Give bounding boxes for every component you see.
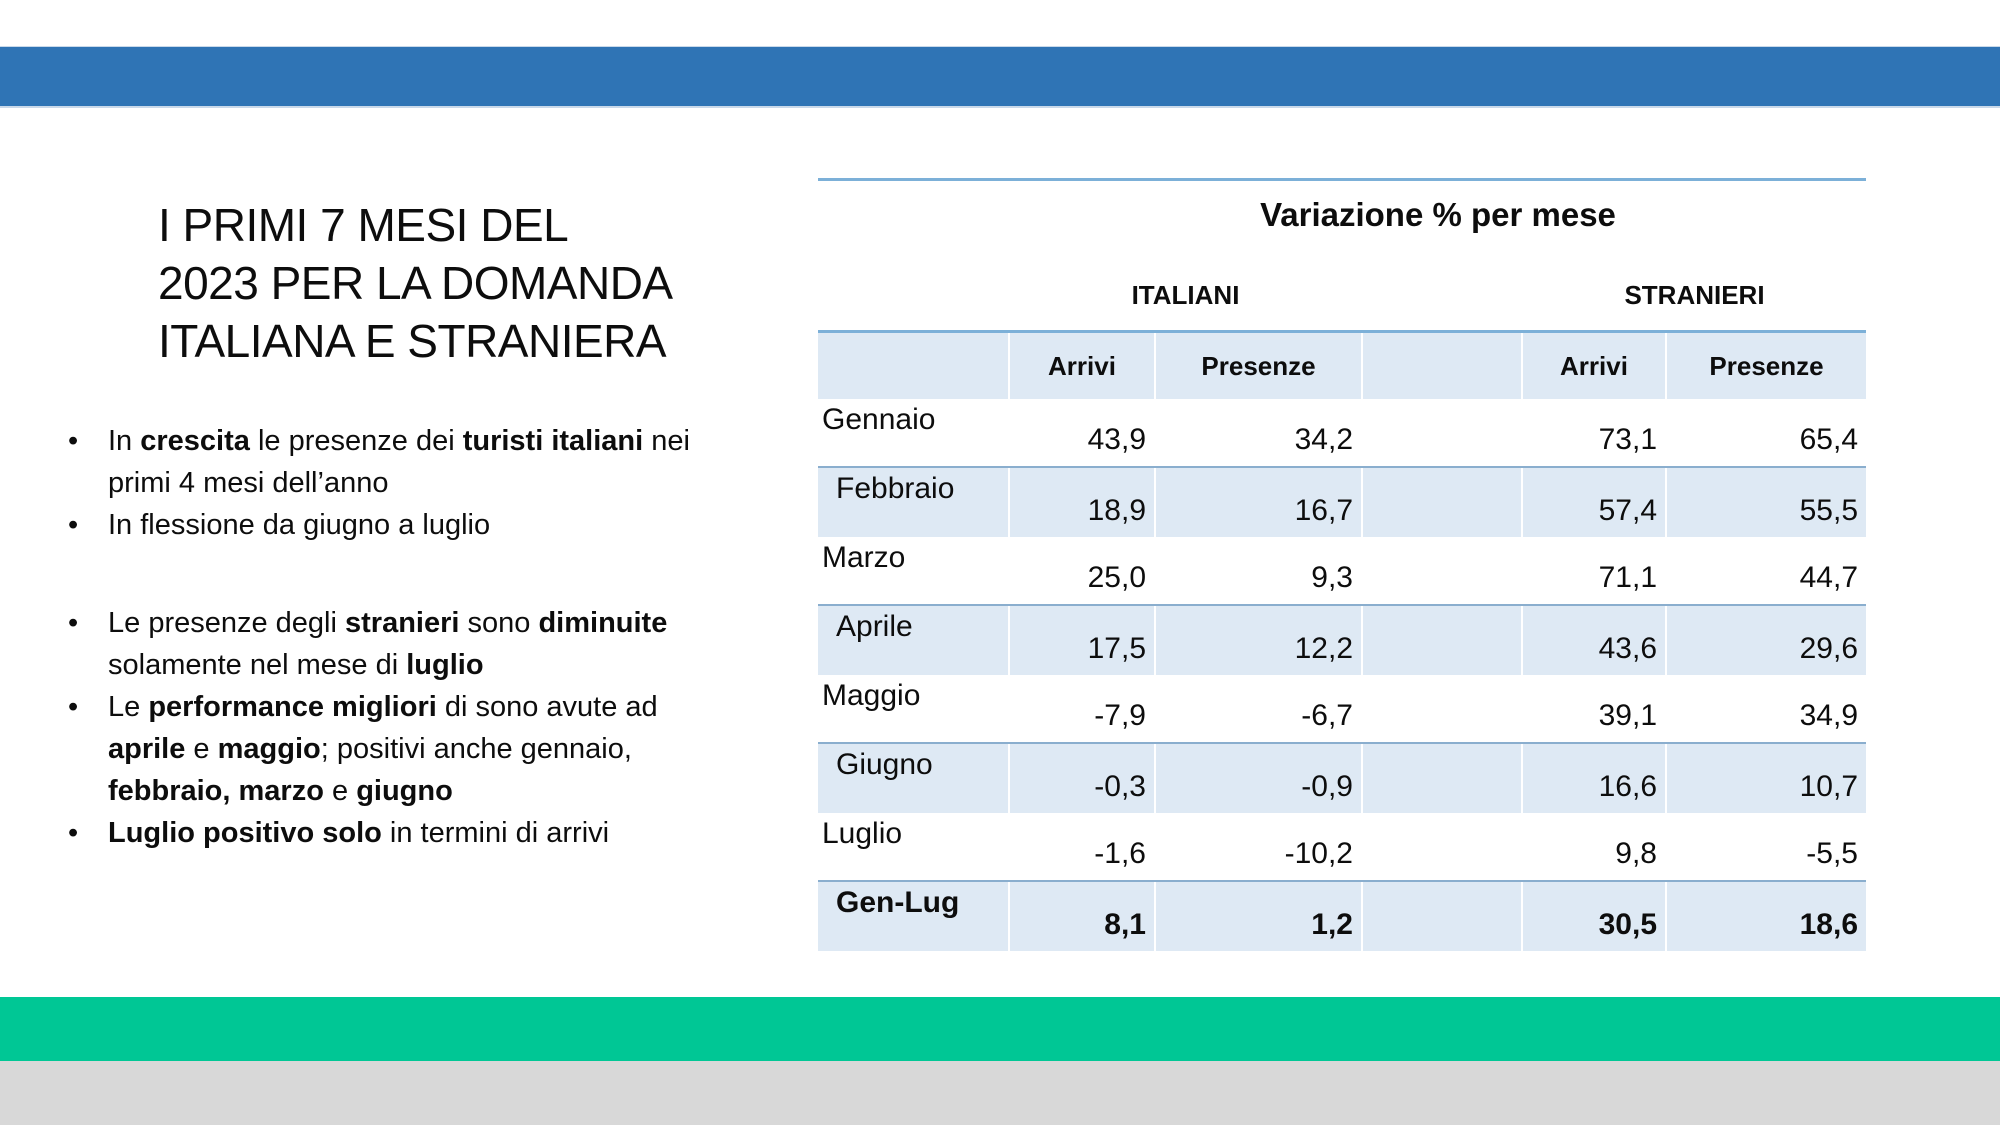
- value-cell: 16,7: [1156, 468, 1361, 537]
- value-cell: 39,1: [1598, 699, 1657, 732]
- group-header-italiani: ITALIANI: [1131, 280, 1240, 310]
- value-cell: 8,1: [1010, 882, 1154, 951]
- value-cell: -0,9: [1156, 744, 1361, 813]
- value-cell: 65,4: [1799, 423, 1858, 456]
- spacer-cell: [1363, 468, 1521, 537]
- bullet-item: In flessione da giugno a luglio: [66, 504, 728, 546]
- value-cell: 1,2: [1156, 882, 1361, 951]
- value-cell: -10,2: [1284, 837, 1353, 870]
- month-label: Giugno: [818, 744, 1008, 813]
- value-cell: 34,2: [1294, 423, 1353, 456]
- value-cell: 57,4: [1523, 468, 1665, 537]
- month-label: Luglio: [822, 817, 903, 850]
- table-row: Febbraio 18,9 16,7 57,4 55,5: [818, 468, 1866, 537]
- spacer-cell: [1363, 606, 1521, 675]
- header-presenze-stranieri: Presenze: [1667, 333, 1866, 399]
- value-cell: -7,9: [1094, 699, 1146, 732]
- bullet-item: Le performance migliori di sono avute ad…: [66, 686, 728, 812]
- spacer-cell: [1363, 675, 1521, 742]
- table-top-rule: [818, 178, 1866, 181]
- bullet-list: In crescita le presenze dei turisti ital…: [66, 420, 728, 854]
- header-arrivi-italiani: Arrivi: [1010, 333, 1154, 399]
- spacer-cell: [1363, 744, 1521, 813]
- group-header-stranieri: STRANIERI: [1624, 280, 1765, 310]
- bullet-item: Luglio positivo solo in termini di arriv…: [66, 812, 728, 854]
- spacer-cell: [1363, 537, 1521, 604]
- value-cell: 43,6: [1523, 606, 1665, 675]
- value-cell: 9,3: [1311, 561, 1353, 594]
- bullet-item: Le presenze degli stranieri sono diminui…: [66, 602, 728, 686]
- value-cell: 10,7: [1667, 744, 1866, 813]
- table-row: Gen-Lug 8,1 1,2 30,5 18,6: [818, 882, 1866, 951]
- month-label: Aprile: [818, 606, 1008, 675]
- table-row: Aprile 17,5 12,2 43,6 29,6: [818, 606, 1866, 675]
- value-cell: 30,5: [1523, 882, 1665, 951]
- table-title: Variazione % per mese: [1260, 196, 1616, 233]
- header-presenze-italiani: Presenze: [1156, 333, 1361, 399]
- spacer-cell: [1363, 882, 1521, 951]
- header-arrivi-stranieri: Arrivi: [1523, 333, 1665, 399]
- value-cell: 9,8: [1615, 837, 1657, 870]
- value-cell: -1,6: [1094, 837, 1146, 870]
- table-row: Gennaio 43,9 34,2 73,1 65,4: [818, 399, 1866, 468]
- slide-title: I PRIMI 7 MESI DEL 2023 PER LA DOMANDA I…: [158, 196, 758, 370]
- header-empty-cell: [818, 333, 1008, 399]
- header-spacer-cell: [1363, 333, 1521, 399]
- value-cell: 55,5: [1667, 468, 1866, 537]
- month-label: Gen-Lug: [818, 882, 1008, 951]
- bullet-item: In crescita le presenze dei turisti ital…: [66, 420, 728, 504]
- value-cell: 16,6: [1523, 744, 1665, 813]
- table-row: Luglio -1,6 -10,2 9,8 -5,5: [818, 813, 1866, 882]
- table-row: Maggio -7,9 -6,7 39,1 34,9: [818, 675, 1866, 744]
- value-cell: 25,0: [1087, 561, 1146, 594]
- footer-green-bar: [0, 997, 2000, 1061]
- slide-title-line-3: ITALIANA E STRANIERA: [158, 315, 667, 367]
- table-body: Gennaio 43,9 34,2 73,1 65,4 Febbraio 18,9 16,7 5…: [818, 399, 1866, 951]
- slide-title-line-1: I PRIMI 7 MESI DEL: [158, 199, 569, 251]
- month-label: Maggio: [822, 679, 921, 712]
- table-header-row: Arrivi Presenze Arrivi Presenze: [818, 330, 1866, 399]
- table-group-header-row: ITALIANI STRANIERI: [818, 279, 1866, 311]
- variation-table-panel: Variazione % per mese ITALIANI STRANIERI…: [818, 178, 1866, 951]
- value-cell: 71,1: [1598, 561, 1657, 594]
- top-banner-bar: [0, 46, 2000, 108]
- footer-gray-bar: [0, 1061, 2000, 1125]
- group-mid-spacer: [1361, 279, 1523, 311]
- month-label: Gennaio: [822, 403, 936, 436]
- table-row: Giugno -0,3 -0,9 16,6 10,7: [818, 744, 1866, 813]
- month-label: Febbraio: [818, 468, 1008, 537]
- value-cell: 18,9: [1010, 468, 1154, 537]
- value-cell: 44,7: [1799, 561, 1858, 594]
- value-cell: -6,7: [1301, 699, 1353, 732]
- value-cell: 43,9: [1087, 423, 1146, 456]
- value-cell: 73,1: [1598, 423, 1657, 456]
- slide-title-line-2: 2023 PER LA DOMANDA: [158, 257, 673, 309]
- group-spacer: [818, 279, 1010, 311]
- value-cell: 34,9: [1799, 699, 1858, 732]
- value-cell: 17,5: [1010, 606, 1154, 675]
- value-cell: 12,2: [1156, 606, 1361, 675]
- month-label: Marzo: [822, 541, 906, 574]
- value-cell: -0,3: [1010, 744, 1154, 813]
- spacer-cell: [1363, 399, 1521, 466]
- spacer-cell: [1363, 813, 1521, 880]
- value-cell: -5,5: [1806, 837, 1858, 870]
- table-row: Marzo 25,0 9,3 71,1 44,7: [818, 537, 1866, 606]
- value-cell: 29,6: [1667, 606, 1866, 675]
- value-cell: 18,6: [1667, 882, 1866, 951]
